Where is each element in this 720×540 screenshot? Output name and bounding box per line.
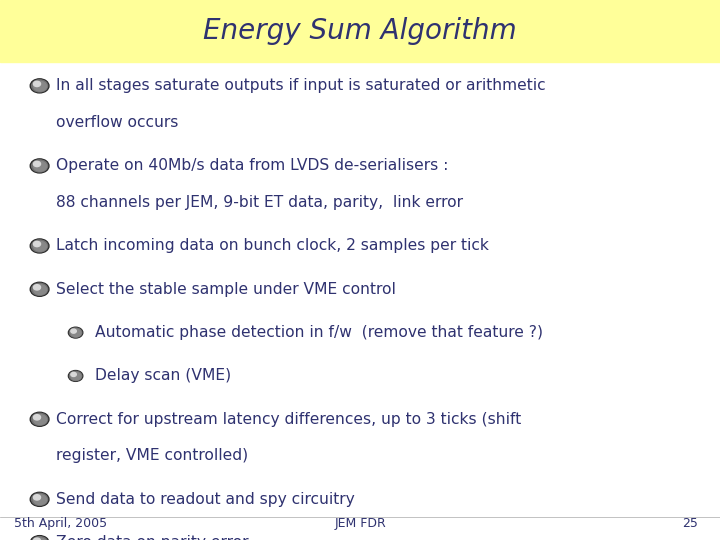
Circle shape	[34, 82, 47, 91]
Circle shape	[30, 79, 49, 93]
Circle shape	[30, 239, 49, 253]
Circle shape	[32, 537, 48, 540]
Circle shape	[33, 81, 40, 86]
Text: register, VME controlled): register, VME controlled)	[56, 449, 248, 463]
Circle shape	[34, 161, 47, 171]
Text: Zero data on parity error: Zero data on parity error	[56, 535, 248, 540]
Circle shape	[32, 494, 48, 505]
Text: 88 channels per JEM, 9-bit ET data, parity,  link error: 88 channels per JEM, 9-bit ET data, pari…	[56, 195, 463, 210]
Circle shape	[30, 412, 49, 426]
Circle shape	[30, 159, 49, 173]
Circle shape	[32, 413, 48, 426]
Circle shape	[30, 536, 49, 540]
Circle shape	[30, 282, 49, 296]
Text: Automatic phase detection in f/w  (remove that feature ?): Automatic phase detection in f/w (remove…	[95, 325, 543, 340]
Circle shape	[34, 285, 47, 294]
Circle shape	[32, 160, 48, 172]
Text: Send data to readout and spy circuitry: Send data to readout and spy circuitry	[56, 492, 355, 507]
Circle shape	[32, 240, 48, 252]
Text: 25: 25	[683, 517, 698, 530]
Text: Select the stable sample under VME control: Select the stable sample under VME contr…	[56, 282, 396, 297]
Text: In all stages saturate outputs if input is saturated or arithmetic: In all stages saturate outputs if input …	[56, 78, 546, 93]
Circle shape	[33, 285, 40, 290]
Text: 5th April, 2005: 5th April, 2005	[14, 517, 107, 530]
Circle shape	[33, 495, 40, 500]
Circle shape	[34, 415, 47, 424]
Text: Correct for upstream latency differences, up to 3 ticks (shift: Correct for upstream latency differences…	[56, 412, 521, 427]
Circle shape	[32, 80, 48, 92]
Text: Operate on 40Mb/s data from LVDS de-serialisers :: Operate on 40Mb/s data from LVDS de-seri…	[56, 158, 449, 173]
Circle shape	[69, 372, 82, 381]
Circle shape	[30, 492, 49, 507]
Text: Energy Sum Algorithm: Energy Sum Algorithm	[203, 17, 517, 45]
Circle shape	[33, 161, 40, 167]
Text: Delay scan (VME): Delay scan (VME)	[95, 368, 231, 383]
Circle shape	[34, 538, 47, 540]
Circle shape	[69, 328, 82, 338]
Circle shape	[71, 373, 81, 380]
Circle shape	[71, 373, 76, 376]
Circle shape	[33, 241, 40, 247]
Circle shape	[33, 415, 40, 420]
Circle shape	[34, 495, 47, 504]
Circle shape	[34, 241, 47, 251]
FancyBboxPatch shape	[0, 0, 720, 62]
Circle shape	[33, 538, 40, 540]
Circle shape	[71, 329, 76, 333]
Circle shape	[68, 327, 83, 338]
Circle shape	[32, 284, 48, 295]
Circle shape	[68, 370, 83, 381]
Text: Latch incoming data on bunch clock, 2 samples per tick: Latch incoming data on bunch clock, 2 sa…	[56, 239, 489, 253]
Circle shape	[71, 329, 81, 336]
Text: JEM FDR: JEM FDR	[334, 517, 386, 530]
Text: overflow occurs: overflow occurs	[56, 115, 179, 130]
